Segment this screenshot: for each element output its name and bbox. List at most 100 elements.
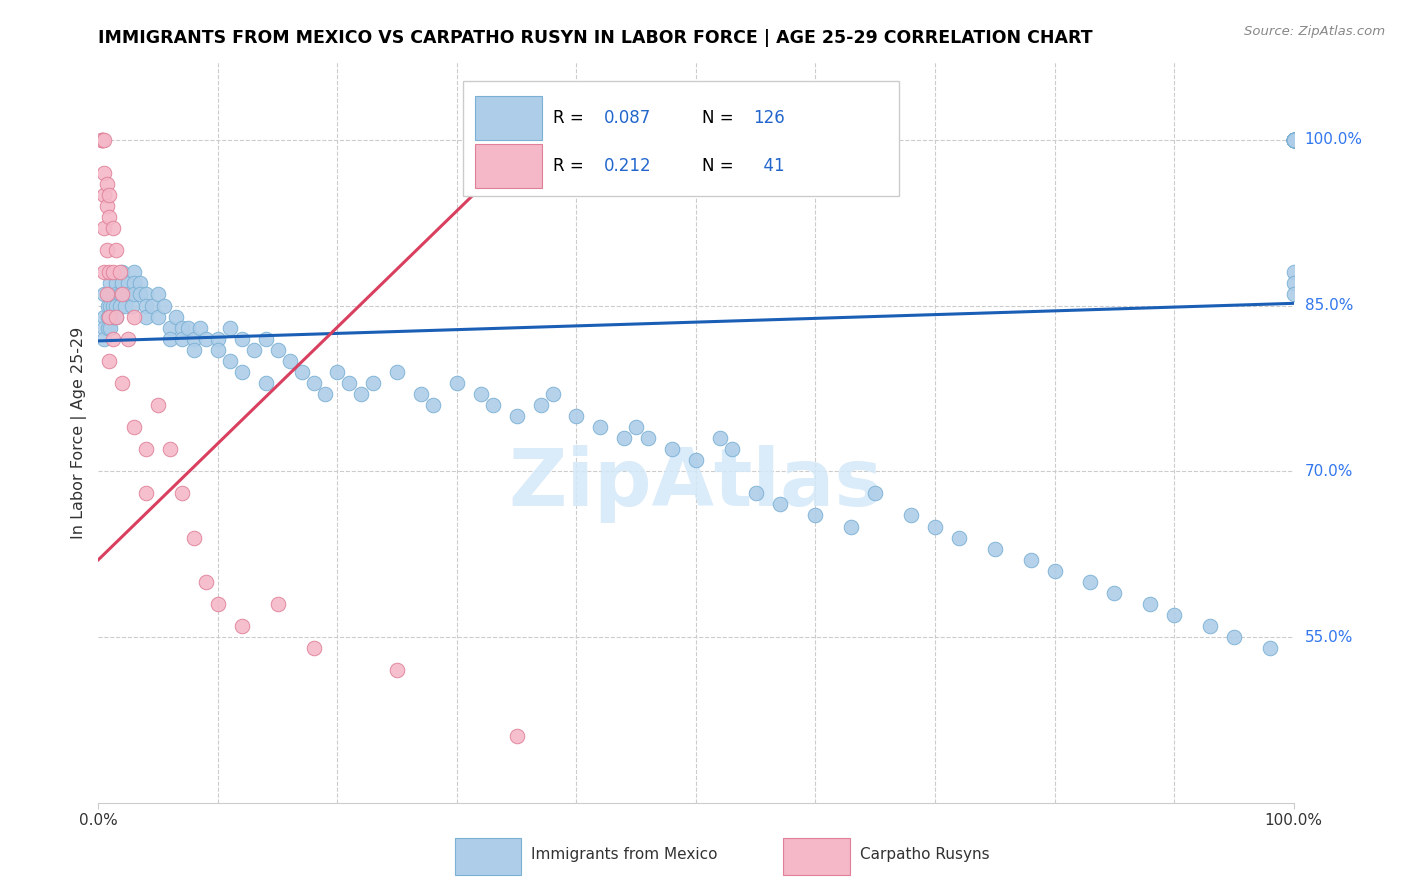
Point (117, 332, 139, 346)
Point (470, 387, 492, 401)
Text: N =: N = (702, 157, 738, 175)
Point (135, 287, 157, 301)
Point (93, 133, 115, 147)
Point (291, 365, 314, 379)
Point (105, 310, 128, 324)
Point (422, 398, 444, 412)
Point (98, 287, 122, 301)
Point (108, 287, 131, 301)
Point (98, 353, 121, 368)
Point (129, 277, 152, 291)
Text: IMMIGRANTS FROM MEXICO VS CARPATHO RUSYN IN LABOR FORCE | AGE 25-29 CORRELATION : IMMIGRANTS FROM MEXICO VS CARPATHO RUSYN… (98, 29, 1092, 47)
Point (91, 133, 114, 147)
FancyBboxPatch shape (475, 96, 541, 140)
Point (637, 431, 659, 445)
Point (93, 221, 115, 235)
Point (231, 365, 253, 379)
Point (1282, 287, 1305, 301)
Point (685, 453, 707, 467)
Text: ZipAtlas: ZipAtlas (509, 445, 883, 524)
Point (565, 409, 588, 423)
Text: Immigrants from Mexico: Immigrants from Mexico (531, 847, 717, 863)
Point (363, 376, 385, 390)
Point (267, 597, 290, 611)
Point (98, 277, 122, 291)
Text: Source: ZipAtlas.com: Source: ZipAtlas.com (1244, 25, 1385, 38)
Point (231, 619, 253, 633)
Point (159, 442, 181, 457)
Point (195, 574, 218, 589)
Point (105, 277, 128, 291)
Point (97, 320, 120, 334)
Point (385, 365, 409, 379)
Point (108, 265, 131, 279)
Point (183, 343, 205, 357)
Point (589, 420, 612, 434)
Point (101, 310, 124, 324)
Point (96, 199, 118, 213)
Point (105, 287, 128, 301)
Point (91, 133, 114, 147)
Text: N =: N = (702, 109, 738, 127)
Point (93, 332, 115, 346)
Point (1199, 619, 1222, 633)
Point (93, 310, 115, 324)
Point (98, 320, 122, 334)
FancyBboxPatch shape (475, 145, 541, 188)
Point (1282, 133, 1305, 147)
Point (101, 265, 124, 279)
Point (302, 641, 325, 656)
Point (105, 310, 128, 324)
Point (101, 287, 124, 301)
Point (1282, 133, 1305, 147)
Point (1282, 133, 1305, 147)
Point (207, 332, 229, 346)
Point (661, 442, 683, 457)
FancyBboxPatch shape (454, 838, 522, 875)
Point (302, 376, 325, 390)
Point (124, 287, 146, 301)
Point (101, 221, 124, 235)
Point (1258, 641, 1281, 656)
Point (93, 287, 115, 301)
Point (267, 343, 290, 357)
Point (984, 541, 1007, 556)
Point (900, 508, 922, 523)
Point (219, 320, 242, 334)
Point (111, 287, 134, 301)
Point (124, 420, 146, 434)
Point (148, 287, 170, 301)
Point (91, 133, 114, 147)
Point (108, 299, 131, 313)
Point (1282, 133, 1305, 147)
Point (153, 299, 176, 313)
Point (254, 376, 277, 390)
Point (93, 320, 115, 334)
Point (1282, 133, 1305, 147)
Point (148, 310, 170, 324)
Point (541, 387, 564, 401)
Point (1282, 133, 1305, 147)
Point (124, 265, 146, 279)
Text: 85.0%: 85.0% (1305, 298, 1353, 313)
Text: R =: R = (553, 157, 589, 175)
Point (135, 310, 157, 324)
Point (243, 343, 266, 357)
Point (105, 244, 128, 258)
Point (111, 287, 134, 301)
Point (339, 376, 361, 390)
Point (96, 287, 118, 301)
Point (1043, 564, 1066, 578)
FancyBboxPatch shape (463, 81, 900, 195)
Point (117, 277, 139, 291)
Point (101, 332, 124, 346)
Point (709, 431, 731, 445)
Point (948, 531, 970, 545)
Point (1282, 133, 1305, 147)
Point (183, 332, 205, 346)
Point (172, 320, 194, 334)
Point (98, 310, 122, 324)
Point (135, 299, 157, 313)
Point (1282, 265, 1305, 279)
Point (207, 597, 229, 611)
